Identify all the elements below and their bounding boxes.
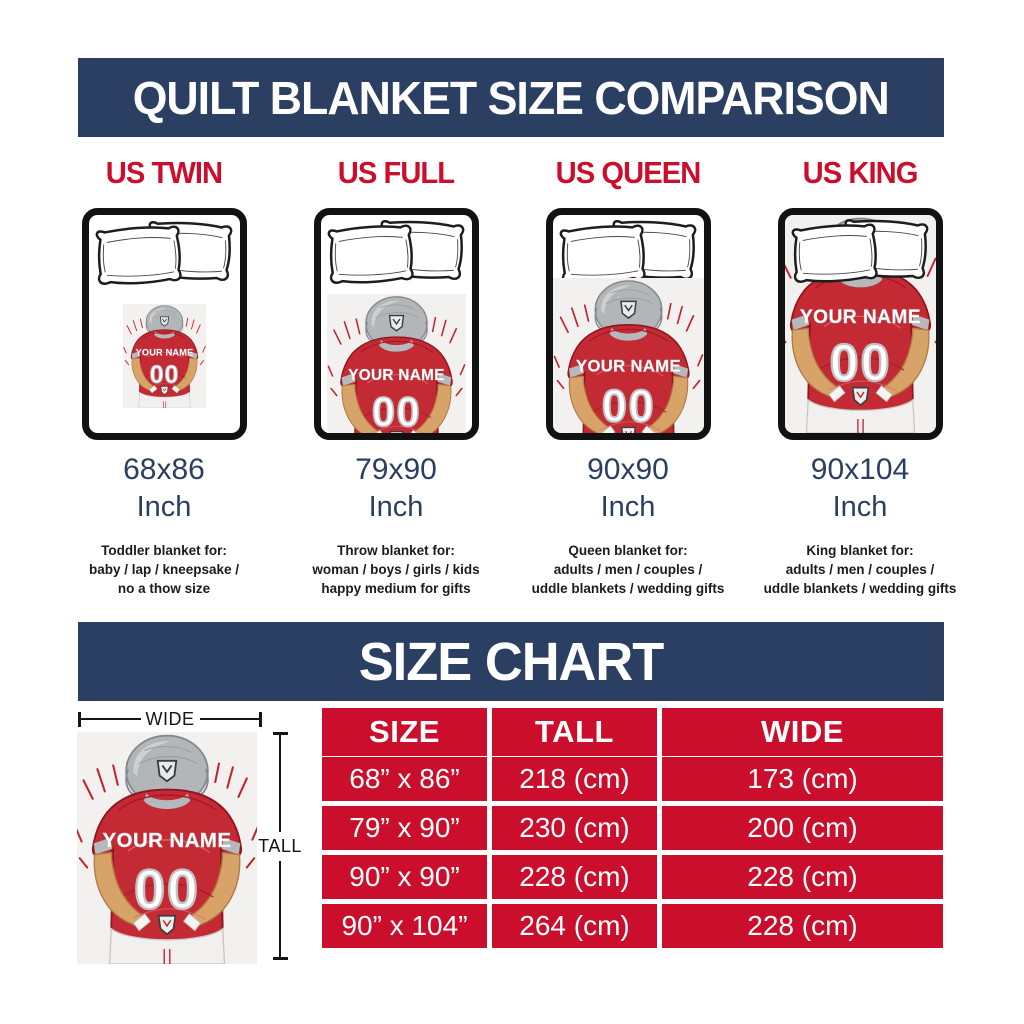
desc-line: no a thow size: [117, 581, 211, 596]
wide-dimension-arrow: WIDE: [78, 708, 262, 729]
pillows-icon: [328, 219, 463, 284]
wide-label: WIDE: [145, 708, 195, 729]
blanket-queen-illustration: [545, 208, 711, 440]
arrow-line: [278, 735, 282, 832]
column-description: Queen blanket for: adults / men / couple…: [532, 541, 725, 598]
table-cell-wide: 228 (cm): [662, 904, 943, 948]
column-title: US FULL: [337, 155, 455, 190]
pillows-icon: [792, 218, 927, 283]
table-cell-wide: 228 (cm): [662, 855, 943, 899]
size-inches: 90x104: [810, 453, 910, 486]
column-us-twin: US TWIN 68x86 Inch Toddler blanket for: …: [48, 155, 280, 598]
pillows-icon: [560, 219, 695, 284]
table-cell-tall: 218 (cm): [492, 757, 657, 801]
size-chart-section: WIDE TALL SIZE TALL WIDE 68” x 86” 218 (…: [0, 706, 1024, 1006]
size-comparison-columns: US TWIN 68x86 Inch Toddler blanket for: …: [48, 155, 976, 598]
desc-line: happy medium for gifts: [321, 581, 471, 596]
desc-line: uddle blankets / wedding gifts: [531, 581, 725, 596]
size-unit: Inch: [832, 491, 888, 523]
top-banner: QUILT BLANKET SIZE COMPARISON: [78, 58, 944, 137]
blanket-twin-illustration: [81, 208, 247, 440]
size-chart-title: SIZE CHART: [358, 631, 665, 692]
table-header-wide: WIDE: [662, 708, 943, 756]
column-description: Throw blanket for: woman / boys / girls …: [312, 541, 479, 598]
jersey-reference-art: [73, 730, 261, 966]
column-title: US QUEEN: [555, 155, 702, 190]
arrow-line: [278, 860, 282, 957]
table-cell-size: 90” x 90”: [322, 855, 487, 899]
jersey-illustration-small: [122, 304, 206, 408]
column-us-full: US FULL 79x90 Inch Throw blanket for: wo…: [280, 155, 512, 598]
desc-line: Queen blanket for:: [568, 543, 688, 558]
table-cell-size: 79” x 90”: [322, 806, 487, 850]
column-us-queen: US QUEEN 90x90 Inch Queen blanket for: a…: [512, 155, 744, 598]
desc-line: Toddler blanket for:: [101, 543, 227, 558]
size-chart-table: SIZE TALL WIDE 68” x 86” 218 (cm) 173 (c…: [322, 708, 943, 948]
table-cell-size: 90” x 104”: [322, 904, 487, 948]
table-header-tall: TALL: [492, 708, 657, 756]
desc-line: baby / lap / kneepsake /: [88, 562, 240, 577]
table-cell-tall: 228 (cm): [492, 855, 657, 899]
tall-dimension-arrow: TALL: [252, 732, 308, 960]
size-inches: 68x86: [123, 453, 205, 486]
arrow-line: [81, 717, 141, 721]
jersey-illustration-reference: [73, 730, 261, 966]
desc-line: King blanket for:: [806, 543, 914, 558]
arrow-cap: [78, 711, 81, 727]
size-inches: 79x90: [355, 453, 437, 486]
column-us-king: US KING 90x104 Inch King blanket for: ad…: [744, 155, 976, 598]
blanket-full-illustration: [313, 208, 479, 440]
size-unit: Inch: [368, 491, 424, 523]
column-description: King blanket for: adults / men / couples…: [764, 541, 957, 598]
desc-line: adults / men / couples /: [553, 562, 703, 577]
arrow-line: [199, 717, 259, 721]
column-title: US KING: [802, 155, 919, 190]
size-inches: 90x90: [587, 453, 669, 486]
desc-line: Throw blanket for:: [337, 543, 455, 558]
table-cell-size: 68” x 86”: [322, 757, 487, 801]
desc-line: adults / men / couples /: [785, 562, 935, 577]
size-chart-banner: SIZE CHART: [78, 622, 944, 701]
desc-line: uddle blankets / wedding gifts: [763, 581, 957, 596]
pillows-icon: [96, 220, 231, 285]
table-cell-tall: 264 (cm): [492, 904, 657, 948]
column-description: Toddler blanket for: baby / lap / kneeps…: [89, 541, 239, 598]
tall-label: TALL: [258, 835, 302, 856]
table-cell-tall: 230 (cm): [492, 806, 657, 850]
table-header-size: SIZE: [322, 708, 487, 756]
jersey-illustration-large: [552, 278, 704, 433]
blanket-king-illustration: [777, 208, 943, 440]
jersey-illustration-medium: [326, 294, 466, 433]
desc-line: woman / boys / girls / kids: [312, 562, 480, 577]
page-title: QUILT BLANKET SIZE COMPARISON: [132, 71, 890, 124]
column-title: US TWIN: [105, 155, 223, 190]
table-cell-wide: 173 (cm): [662, 757, 943, 801]
arrow-cap: [272, 957, 288, 960]
table-cell-wide: 200 (cm): [662, 806, 943, 850]
arrow-cap: [272, 732, 288, 735]
size-unit: Inch: [600, 491, 656, 523]
size-unit: Inch: [136, 491, 192, 523]
arrow-cap: [259, 711, 262, 727]
